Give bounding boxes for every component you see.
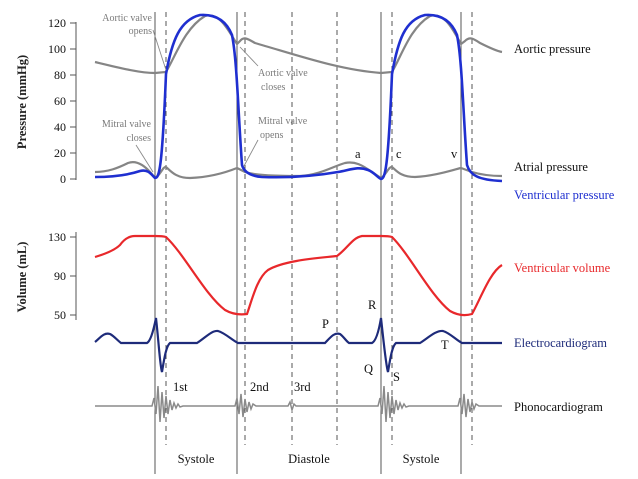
pressure-tick-120: 120 (48, 16, 66, 30)
pressure-axis (70, 22, 77, 180)
heart-sound-labels: 1st 2nd 3rd (173, 380, 311, 394)
phonocardiogram-label: Phonocardiogram (514, 400, 603, 414)
pressure-tick-40: 40 (54, 120, 66, 134)
volume-tick-90: 90 (54, 269, 66, 283)
ventricular-pressure-label: Ventricular pressure (514, 188, 615, 202)
atrial-a-wave-label: a (355, 147, 361, 161)
ecg-curve (94, 317, 502, 373)
mitral-valve-opens-label-line1: Mitral valve (258, 116, 308, 127)
pressure-tick-80: 80 (54, 68, 66, 82)
aortic-valve-closes-label-line1: Aortic valve (258, 68, 308, 79)
ecg-p-wave-label: P (322, 317, 329, 331)
pressure-tick-60: 60 (54, 94, 66, 108)
valve-event-dashed-lines (165, 12, 473, 445)
electrocardiogram-label: Electrocardiogram (514, 336, 607, 350)
systole-phase-label-1: Systole (178, 452, 215, 466)
pressure-tick-0: 0 (60, 172, 66, 186)
aortic-pressure-curve (94, 14, 503, 75)
ventricular-volume-label: Ventricular volume (514, 261, 611, 275)
pressure-tick-100: 100 (48, 42, 66, 56)
annotation-leader-lines (135, 29, 259, 173)
volume-tick-50: 50 (54, 308, 66, 322)
wave-letters: a c v P Q R S T (322, 147, 458, 384)
aortic-valve-opens-label-line2: opens (129, 26, 152, 37)
aortic-pressure-label: Aortic pressure (514, 42, 591, 56)
pressure-tick-20: 20 (54, 146, 66, 160)
atrial-c-wave-label: c (396, 147, 402, 161)
ventricular-pressure-curve (94, 13, 503, 183)
volume-tick-130: 130 (48, 230, 66, 244)
volume-tick-labels: 130 90 50 (48, 230, 66, 322)
phonocardiogram-trace (95, 385, 502, 423)
ecg-q-wave-label: Q (364, 362, 373, 376)
aortic-valve-closes-label-line2: closes (261, 82, 286, 93)
mitral-valve-closes-label-line1: Mitral valve (102, 119, 152, 130)
curve-labels: Aortic pressure Atrial pressure Ventricu… (514, 42, 615, 414)
pressure-tick-labels: 120 100 80 60 40 20 0 (48, 16, 66, 186)
phase-divider-lines (154, 12, 462, 474)
ventricular-volume-curve (94, 234, 503, 317)
second-heart-sound-label: 2nd (250, 380, 270, 394)
systole-phase-label-2: Systole (403, 452, 440, 466)
aortic-valve-opens-label-line1: Aortic valve (102, 13, 152, 24)
ecg-t-wave-label: T (441, 338, 449, 352)
mitral-valve-opens-label-line2: opens (260, 130, 283, 141)
valve-annotations: Aortic valve opens Aortic valve closes M… (102, 13, 308, 144)
phase-labels: Systole Diastole Systole (178, 452, 440, 466)
ecg-s-wave-label: S (393, 370, 400, 384)
atrial-pressure-label: Atrial pressure (514, 160, 588, 174)
third-heart-sound-label: 3rd (294, 380, 311, 394)
pressure-axis-title: Pressure (mmHg) (15, 55, 29, 149)
atrial-v-wave-label: v (451, 147, 458, 161)
volume-axis (70, 232, 77, 320)
volume-axis-title: Volume (mL) (15, 242, 29, 313)
mitral-valve-closes-label-line2: closes (127, 133, 152, 144)
first-heart-sound-label: 1st (173, 380, 188, 394)
diastole-phase-label: Diastole (288, 452, 330, 466)
ecg-r-wave-label: R (368, 298, 377, 312)
